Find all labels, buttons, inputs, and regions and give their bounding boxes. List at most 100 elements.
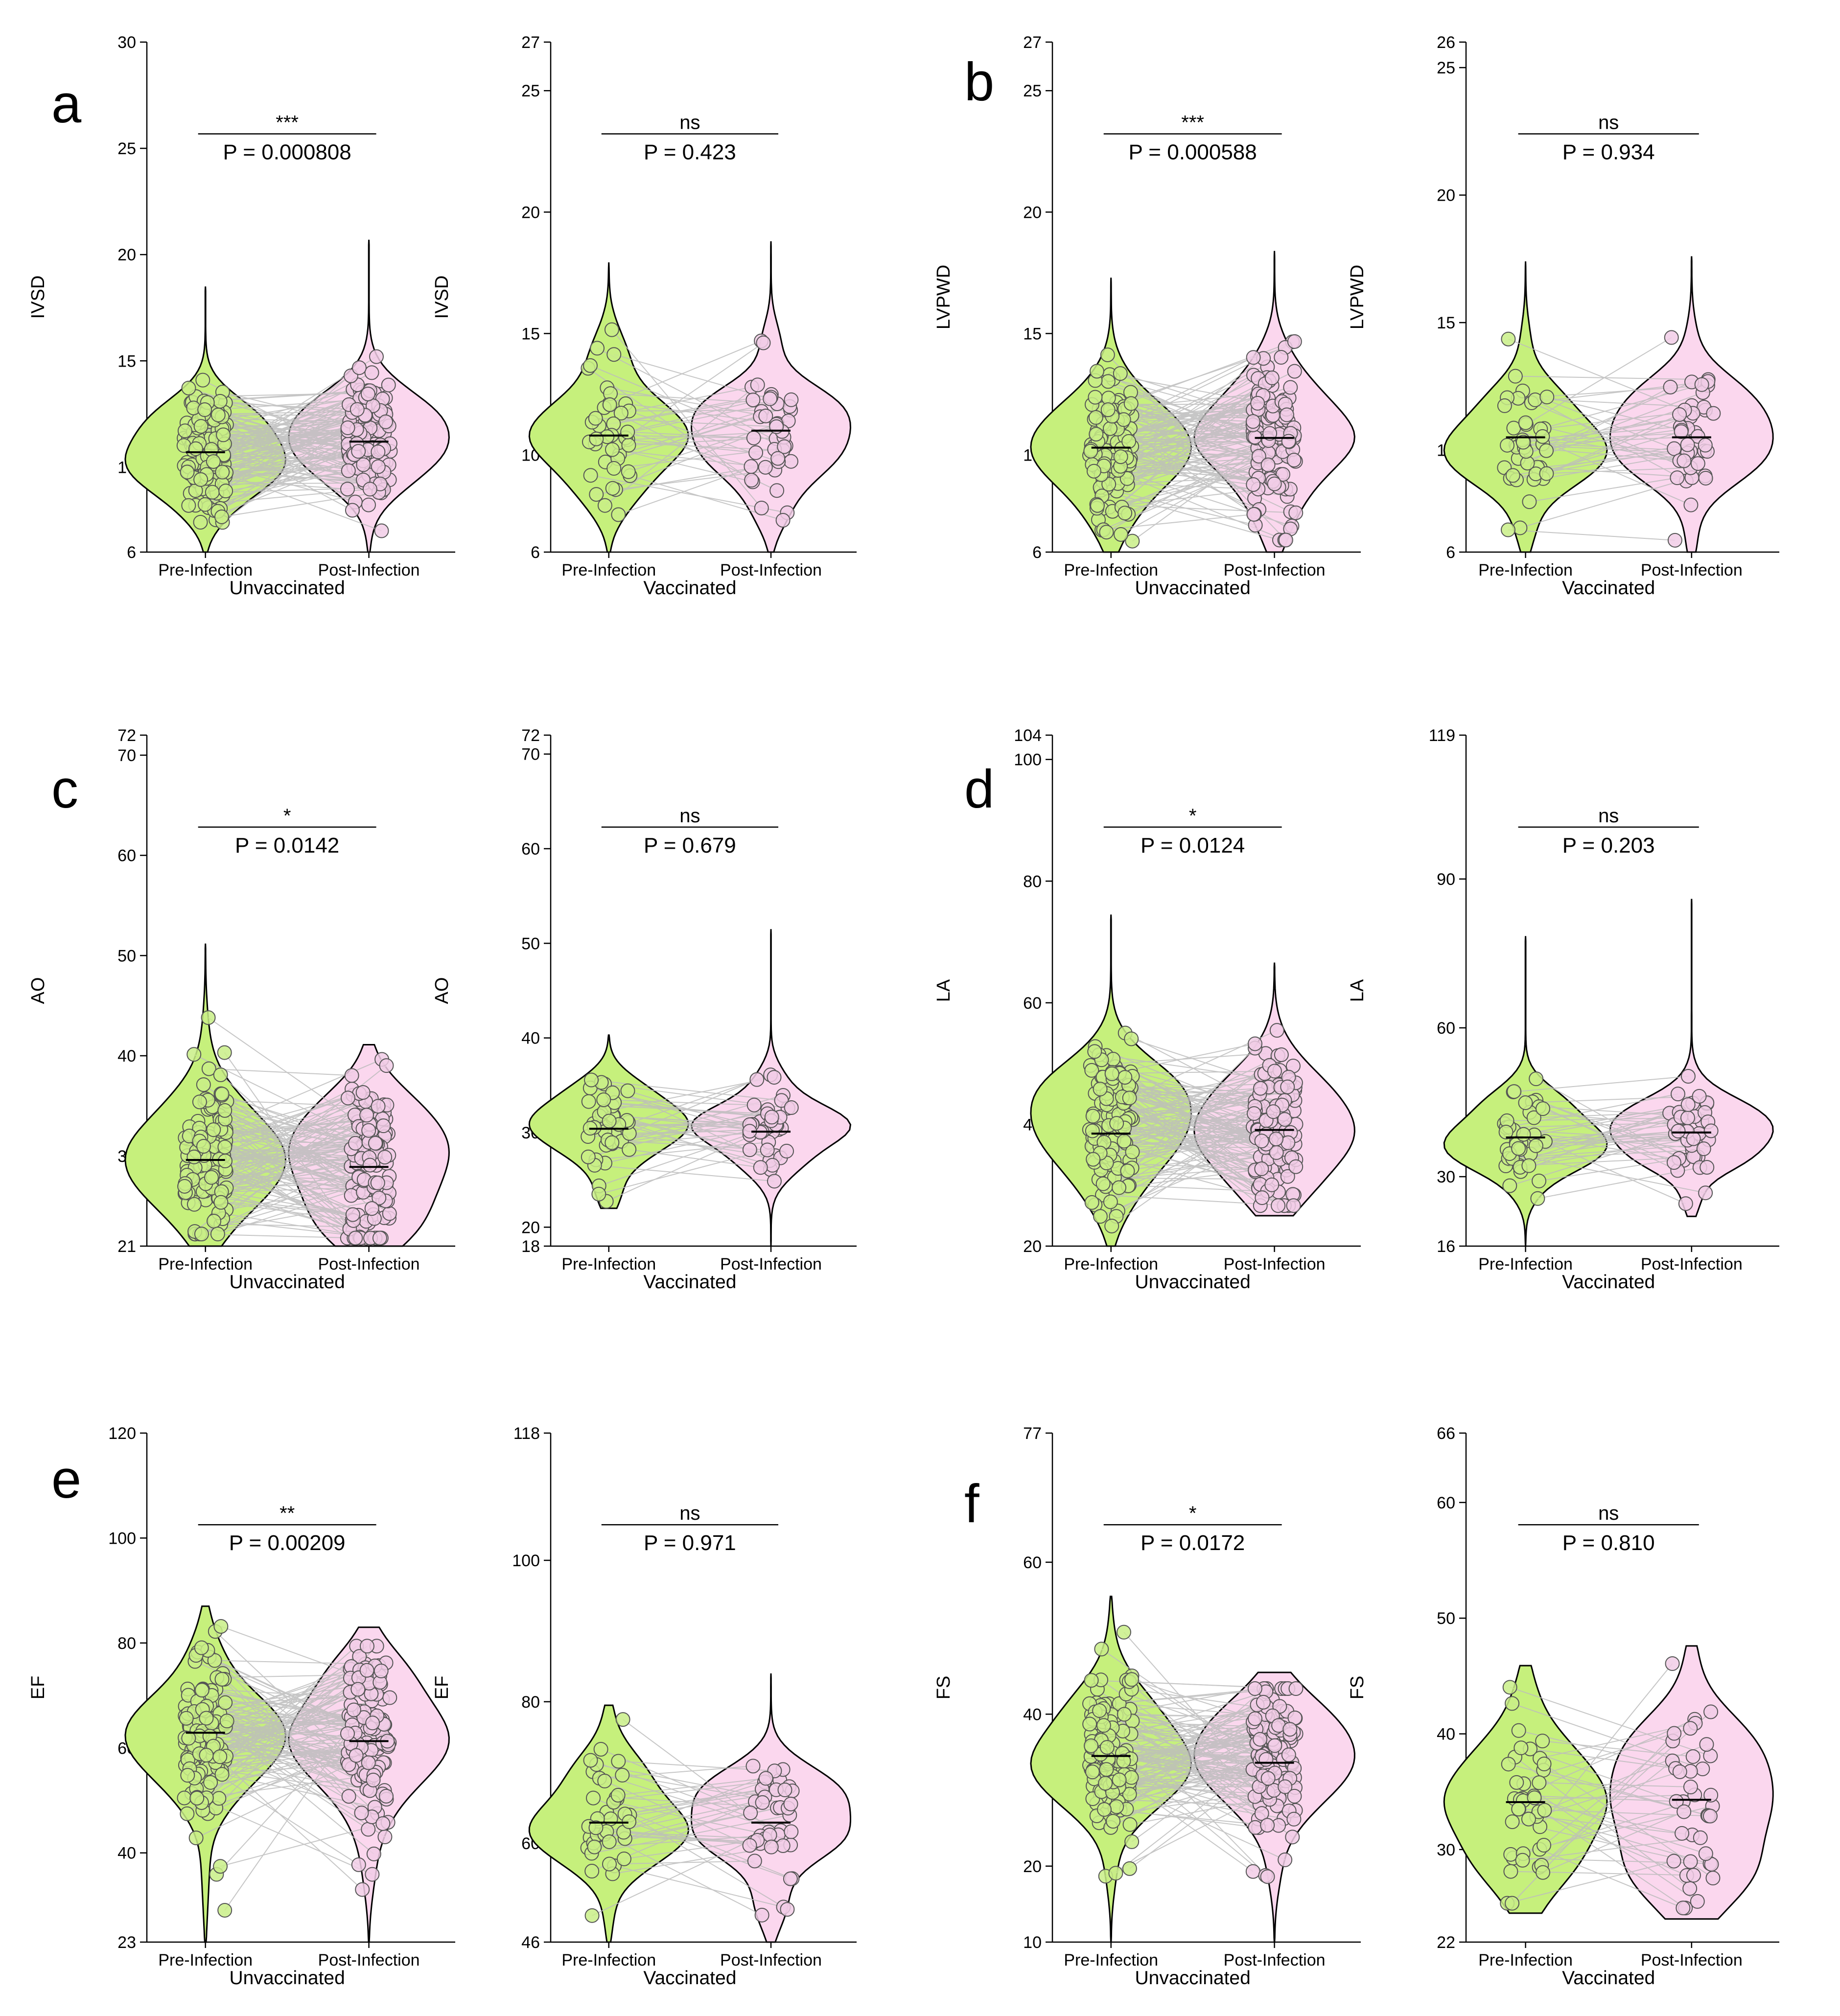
data-point-pre (1116, 1624, 1131, 1640)
y-tick-label: 120 (108, 1424, 136, 1443)
data-point-post (341, 463, 356, 478)
y-tick-label: 27 (521, 33, 540, 52)
y-axis-label: EF (28, 1676, 48, 1700)
data-point-pre (1501, 1757, 1516, 1772)
pair-line (213, 1114, 367, 1222)
data-point-post (743, 1805, 758, 1820)
data-point-pre (1098, 1776, 1113, 1791)
y-tick-label: 25 (1023, 82, 1042, 100)
pair-line (1104, 1054, 1282, 1143)
x-category-label: Post-Infection (1224, 1951, 1326, 1970)
significance-stars: ns (1598, 805, 1619, 827)
y-tick-label: 15 (117, 352, 136, 371)
chart-panel-4: c21304050607072Pre-InfectionPost-Infecti… (28, 726, 455, 1293)
pair-line (1115, 412, 1268, 488)
data-point-pre (1500, 438, 1515, 453)
p-value-label: P = 0.934 (1562, 140, 1655, 164)
data-point-pre (1085, 1123, 1100, 1138)
data-point-pre (1106, 1814, 1121, 1829)
data-point-pre (620, 424, 635, 440)
y-tick-label: 6 (531, 543, 540, 562)
data-point-post (1246, 477, 1261, 492)
data-point-pre (1532, 1775, 1547, 1790)
y-tick-label: 70 (117, 746, 136, 765)
data-point-post (1676, 1900, 1691, 1916)
y-tick-label: 72 (117, 726, 136, 745)
data-point-post (1282, 1722, 1298, 1737)
pair-line (1122, 357, 1254, 423)
data-point-post (361, 497, 376, 512)
data-point-post (784, 1824, 799, 1839)
data-point-post (1680, 1097, 1696, 1112)
data-point-pre (210, 407, 226, 422)
data-point-pre (194, 1227, 209, 1242)
data-point-post (340, 420, 355, 436)
data-point-pre (1086, 1152, 1101, 1167)
data-point-pre (1086, 463, 1101, 479)
data-point-post (764, 1110, 779, 1125)
data-point-pre (1124, 1672, 1140, 1687)
p-value-label: P = 0.679 (644, 834, 736, 857)
data-point-pre (606, 347, 622, 362)
data-point-post (744, 459, 759, 474)
data-point-post (1700, 1159, 1715, 1175)
x-category-label: Post-Infection (1641, 561, 1743, 579)
data-point-post (364, 1201, 379, 1216)
x-axis-group-label: Vaccinated (1562, 1968, 1655, 1989)
data-point-pre (214, 509, 229, 524)
pair-line (1123, 419, 1259, 457)
data-point-pre (217, 1139, 233, 1155)
data-point-post (1686, 1868, 1701, 1883)
data-point-pre (210, 1227, 225, 1242)
data-point-post (774, 1093, 789, 1108)
pair-line (1526, 337, 1672, 425)
data-point-post (1698, 1846, 1713, 1861)
data-point-post (1267, 476, 1282, 491)
pair-line (1547, 396, 1682, 431)
data-point-post (1260, 1869, 1275, 1884)
data-point-post (758, 408, 773, 423)
data-point-post (762, 1828, 777, 1843)
data-point-pre (1090, 498, 1105, 513)
data-point-pre (207, 1213, 222, 1228)
data-point-post (756, 335, 771, 350)
data-point-post (1686, 1131, 1701, 1146)
data-point-pre (588, 411, 603, 426)
data-point-pre (1112, 1180, 1127, 1195)
data-point-pre (1124, 1770, 1139, 1785)
data-point-pre (622, 1142, 637, 1157)
y-tick-label: 20 (1437, 186, 1455, 205)
y-tick-label: 72 (521, 726, 540, 745)
p-value-label: P = 0.0172 (1141, 1531, 1245, 1555)
data-point-pre (204, 442, 219, 457)
data-point-pre (1099, 1740, 1115, 1755)
data-point-pre (1511, 1723, 1526, 1738)
data-point-post (372, 1230, 387, 1246)
data-point-post (1680, 1069, 1696, 1084)
y-tick-label: 60 (1437, 1494, 1455, 1512)
data-point-post (1278, 533, 1293, 548)
chart-panel-6: d20406080100104Pre-InfectionPost-Infecti… (933, 726, 1361, 1293)
x-category-label: Pre-Infection (158, 561, 253, 579)
data-point-pre (1502, 1680, 1517, 1695)
data-point-post (362, 1158, 377, 1173)
data-point-post (1255, 1190, 1270, 1205)
data-point-post (1670, 1087, 1685, 1102)
pair-line (621, 386, 752, 414)
pair-line (613, 354, 770, 399)
chart-panel-2: b61015202527Pre-InfectionPost-InfectionU… (933, 33, 1361, 599)
y-tick-label: 30 (1437, 1841, 1455, 1859)
data-point-pre (1505, 468, 1520, 483)
data-point-pre (1515, 435, 1531, 450)
data-point-post (376, 1118, 391, 1134)
data-point-post (1266, 1104, 1281, 1119)
data-point-post (379, 1788, 394, 1804)
data-point-post (373, 1664, 389, 1679)
pair-line (191, 1742, 367, 1794)
data-point-post (1703, 1123, 1719, 1138)
data-point-post (371, 1099, 386, 1114)
pair-line (226, 1756, 373, 1818)
panel-letter: e (51, 1449, 81, 1509)
data-point-pre (214, 1767, 230, 1782)
data-point-pre (1113, 449, 1128, 464)
